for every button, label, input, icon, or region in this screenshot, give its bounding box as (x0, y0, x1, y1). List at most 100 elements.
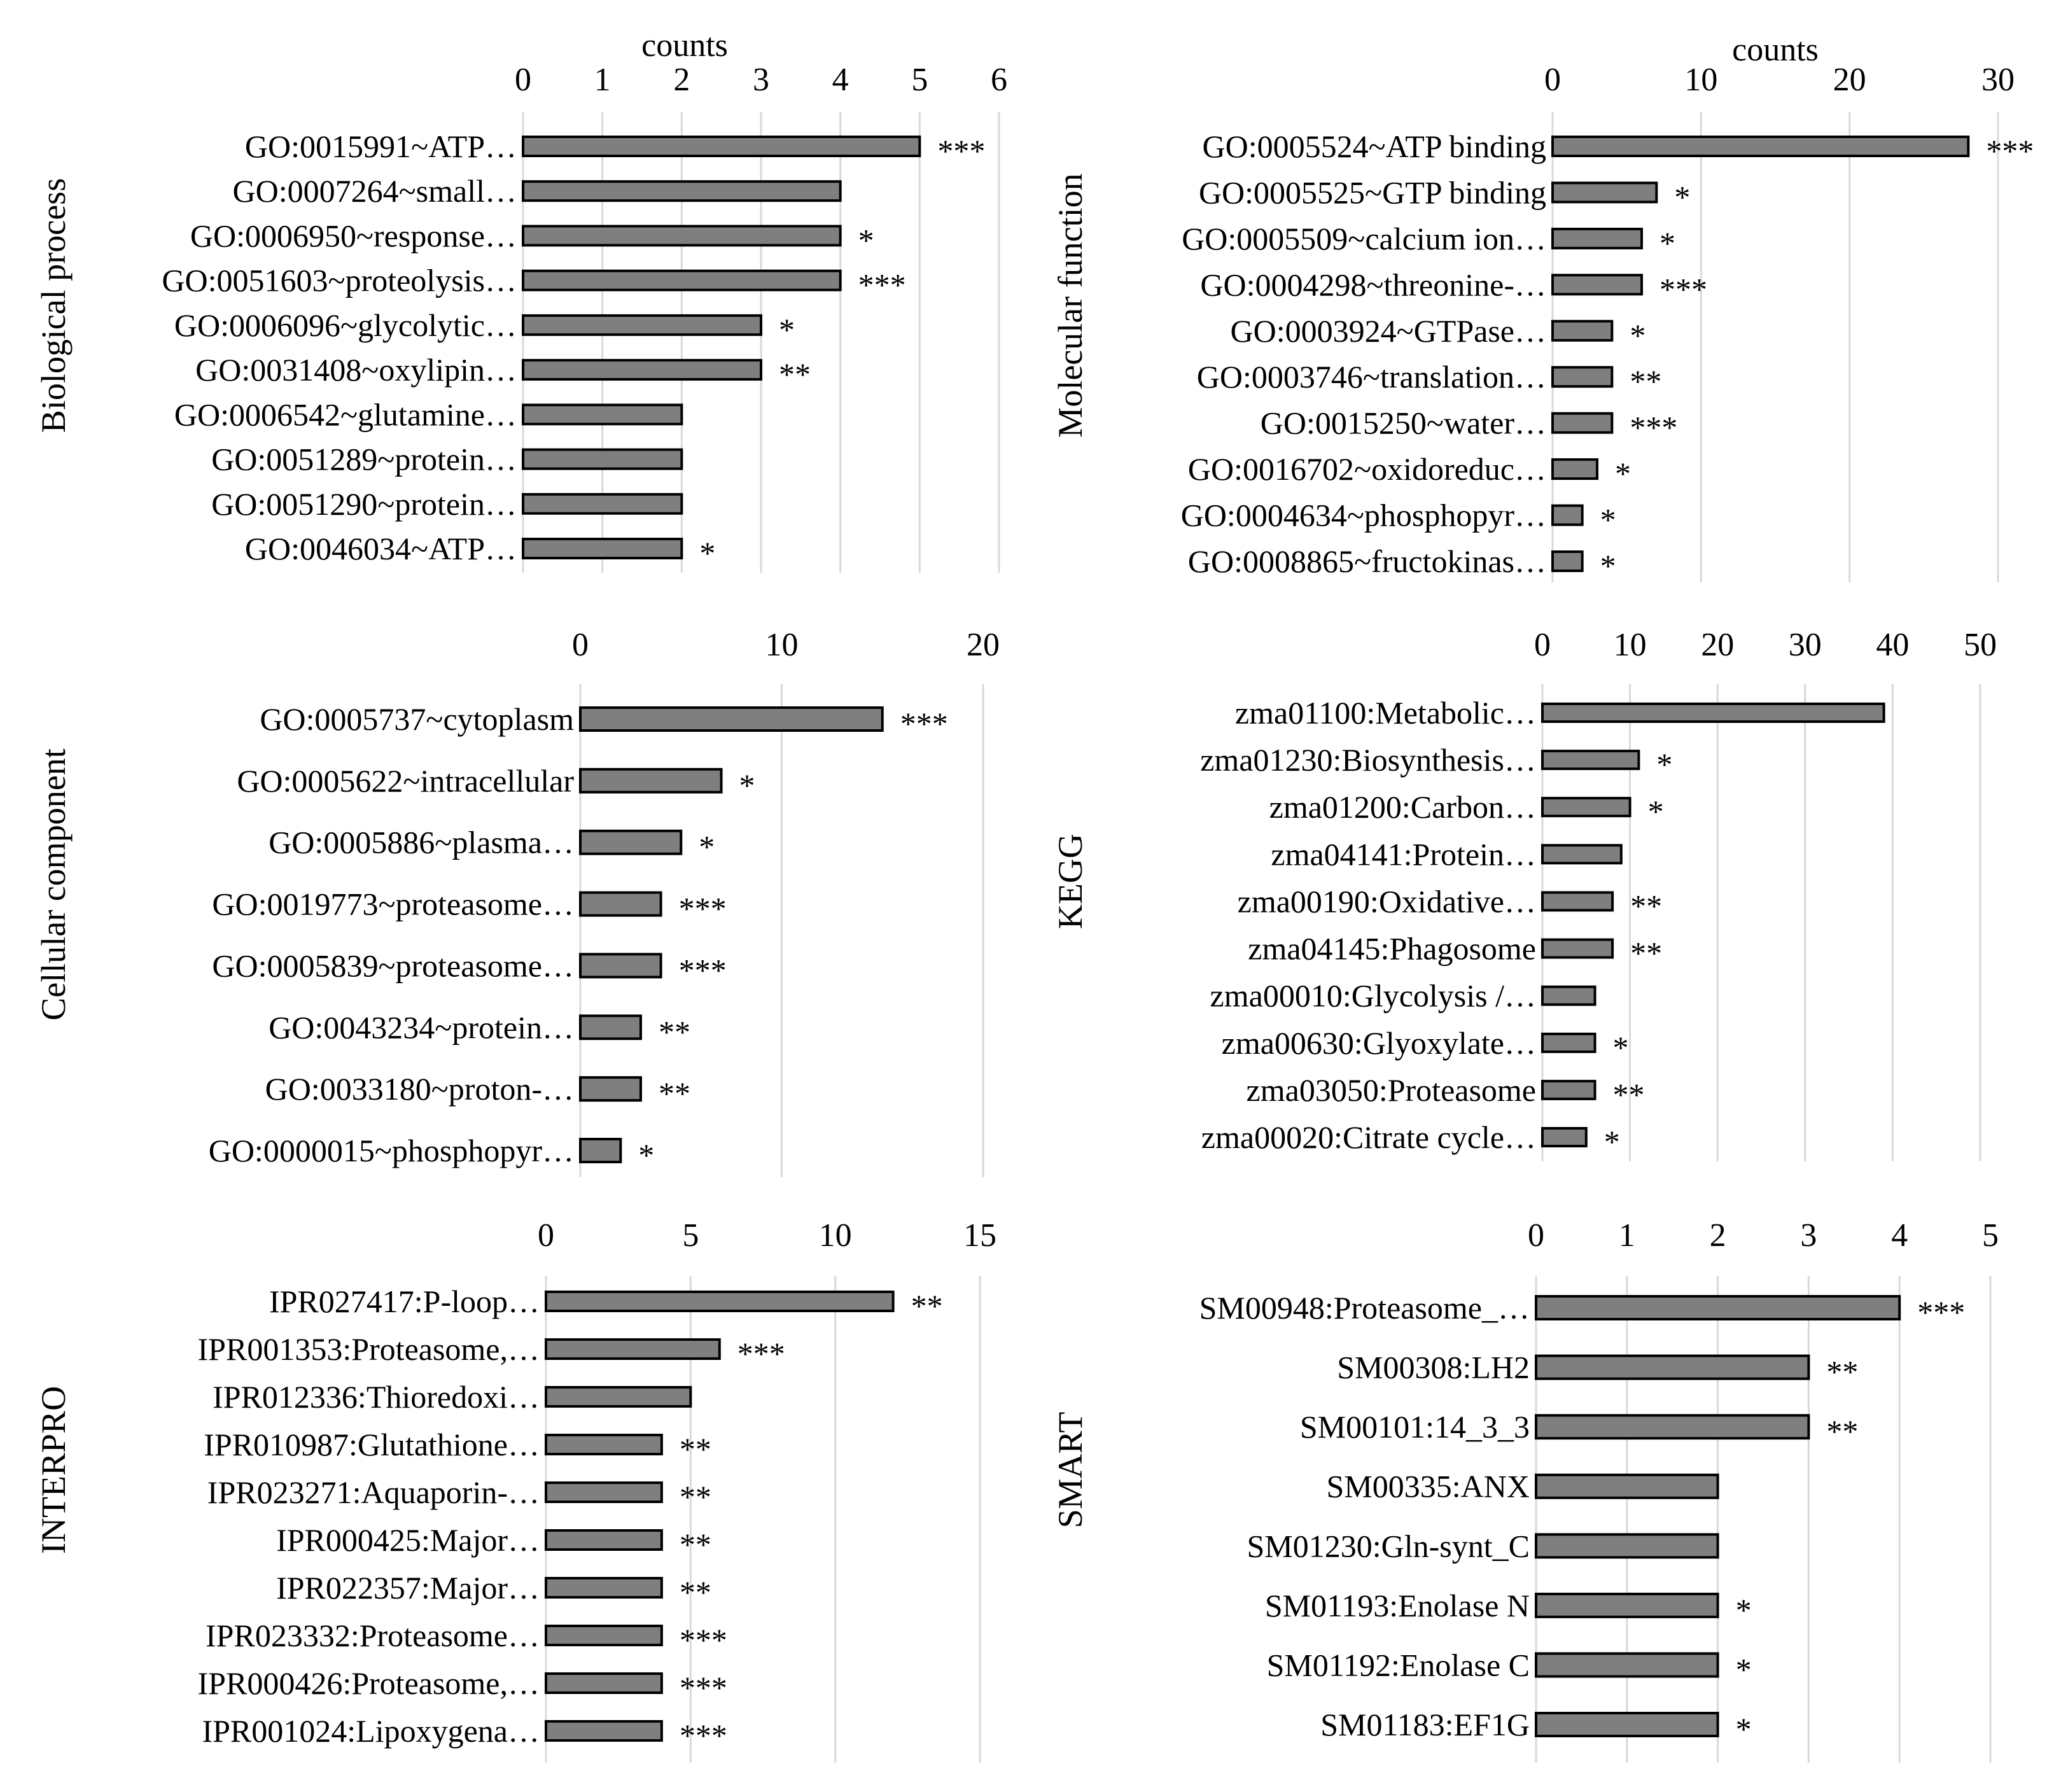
category-label: GO:0006950~response… (190, 218, 517, 253)
significance-label: * (1613, 1030, 1629, 1065)
bar (545, 1481, 663, 1503)
category-label: IPR010987:Glutathione… (204, 1427, 540, 1462)
tick-label: 30 (1981, 62, 2015, 98)
tick-label: 0 (572, 627, 589, 663)
bar (1541, 1032, 1596, 1053)
tick-label: 0 (538, 1217, 554, 1254)
category-label: GO:0005622~intracellular (237, 763, 574, 799)
category-label: SM00308:LH2 (1337, 1350, 1530, 1385)
category-label: IPR000425:Major… (276, 1522, 540, 1558)
significance-label: * (1659, 225, 1675, 261)
tick-label: 0 (1534, 627, 1551, 663)
category-label: GO:0003746~translation… (1197, 359, 1546, 395)
category-label: GO:0033180~proton-… (265, 1071, 574, 1107)
significance-label: *** (858, 267, 906, 303)
category-label: GO:0004298~threonine-… (1200, 267, 1546, 302)
significance-label: ** (659, 1014, 690, 1049)
category-label: IPR022357:Major… (276, 1570, 540, 1606)
tick-label: 3 (753, 62, 769, 98)
category-label: GO:0004634~phosphopyr… (1181, 498, 1546, 533)
significance-label: ** (779, 356, 811, 392)
significance-label: *** (1659, 271, 1707, 307)
significance-label: ** (1826, 1413, 1858, 1449)
panel-label: Molecular function (1051, 173, 1089, 437)
category-label: SM00948:Proteasome_… (1199, 1290, 1530, 1326)
tick-label: 15 (963, 1217, 996, 1254)
tick-label: 0 (515, 62, 531, 98)
tick-label: 50 (1964, 627, 1997, 663)
tick-label: 10 (765, 627, 799, 663)
category-label: SM01192:Enolase C (1267, 1647, 1530, 1683)
tick-label: 2 (673, 62, 690, 98)
category-label: GO:0019773~proteasome… (212, 886, 574, 922)
bar (522, 225, 842, 247)
significance-label: ** (680, 1574, 711, 1610)
category-label: GO:0031408~oxylipin… (195, 352, 517, 388)
significance-label: * (1615, 456, 1631, 491)
category-label: IPR001353:Proteasome,… (198, 1331, 540, 1367)
category-label: zma00020:Citrate cycle… (1201, 1119, 1536, 1155)
significance-label: ** (680, 1431, 711, 1467)
tick-label: 20 (967, 627, 1000, 663)
bar (522, 493, 683, 515)
significance-label: * (699, 535, 715, 571)
significance-label: * (1600, 548, 1616, 584)
significance-label: ** (680, 1527, 711, 1562)
bar (1541, 703, 1885, 723)
bar (579, 891, 662, 917)
category-label: GO:0003924~GTPase… (1231, 313, 1546, 349)
significance-label: * (1604, 1124, 1620, 1159)
panel-interpro: 0 5 10 15 INTERPRO IPR027417:P-loop… ** IPR0013… (34, 1217, 996, 1763)
category-label: SM01193:Enolase N (1265, 1588, 1530, 1623)
category-label: GO:0005509~calcium ion… (1182, 221, 1546, 256)
bar (1535, 1533, 1719, 1559)
tick-label: 20 (1701, 627, 1734, 663)
bar (1541, 750, 1640, 771)
category-label: IPR027417:P-loop… (269, 1284, 540, 1319)
tick-label: 10 (819, 1217, 852, 1254)
bar (545, 1338, 721, 1360)
panel-label: SMART (1051, 1412, 1089, 1529)
bar (1541, 1127, 1588, 1147)
bar (522, 180, 842, 202)
category-label: zma04141:Protein… (1271, 836, 1536, 872)
bar (522, 136, 921, 157)
significance-label: * (1674, 179, 1690, 214)
bar (522, 403, 683, 426)
bar (545, 1386, 692, 1408)
bar (522, 269, 842, 291)
tick-label: 4 (1891, 1217, 1908, 1254)
category-label: zma04145:Phagosome (1248, 931, 1536, 967)
panel-kegg: 0 10 20 30 40 50 KEGG zma01100:Metabolic… zma012… (1051, 627, 1997, 1161)
bar (1541, 1079, 1596, 1100)
panel-molecular-function: 0 10 20 30 counts Molecular function GO:000552… (1051, 32, 2034, 584)
significance-label: * (699, 829, 715, 865)
category-label: zma01200:Carbon… (1269, 789, 1536, 825)
significance-label: ** (659, 1075, 690, 1111)
panel-label: Biological process (34, 178, 73, 433)
category-label: GO:0051603~proteolysis… (162, 263, 517, 298)
category-label: GO:0005524~ATP binding (1202, 129, 1546, 164)
category-label: IPR012336:Thioredoxi… (213, 1379, 540, 1415)
category-label: SM01183:EF1G (1320, 1707, 1530, 1742)
category-label: GO:0015991~ATP… (245, 129, 517, 164)
bar (545, 1672, 663, 1694)
significance-label: *** (679, 891, 727, 927)
tick-label: 0 (1528, 1217, 1544, 1254)
bar (579, 706, 884, 732)
bar (579, 829, 683, 855)
bar (579, 767, 723, 794)
bar (1535, 1354, 1810, 1380)
significance-label: * (1630, 318, 1645, 353)
bar (1551, 181, 1658, 204)
category-label: GO:0007264~small… (233, 173, 517, 209)
tick-label: 10 (1614, 627, 1647, 663)
panel-cellular-component: 0 10 20 Cellular component GO:0005737~cytopl… (34, 627, 1000, 1177)
category-label: zma01230:Biosynthesis… (1200, 742, 1536, 778)
significance-label: *** (1986, 133, 2034, 169)
bar (1551, 366, 1614, 388)
category-label: SM00335:ANX (1327, 1469, 1530, 1504)
bar (1535, 1473, 1719, 1499)
